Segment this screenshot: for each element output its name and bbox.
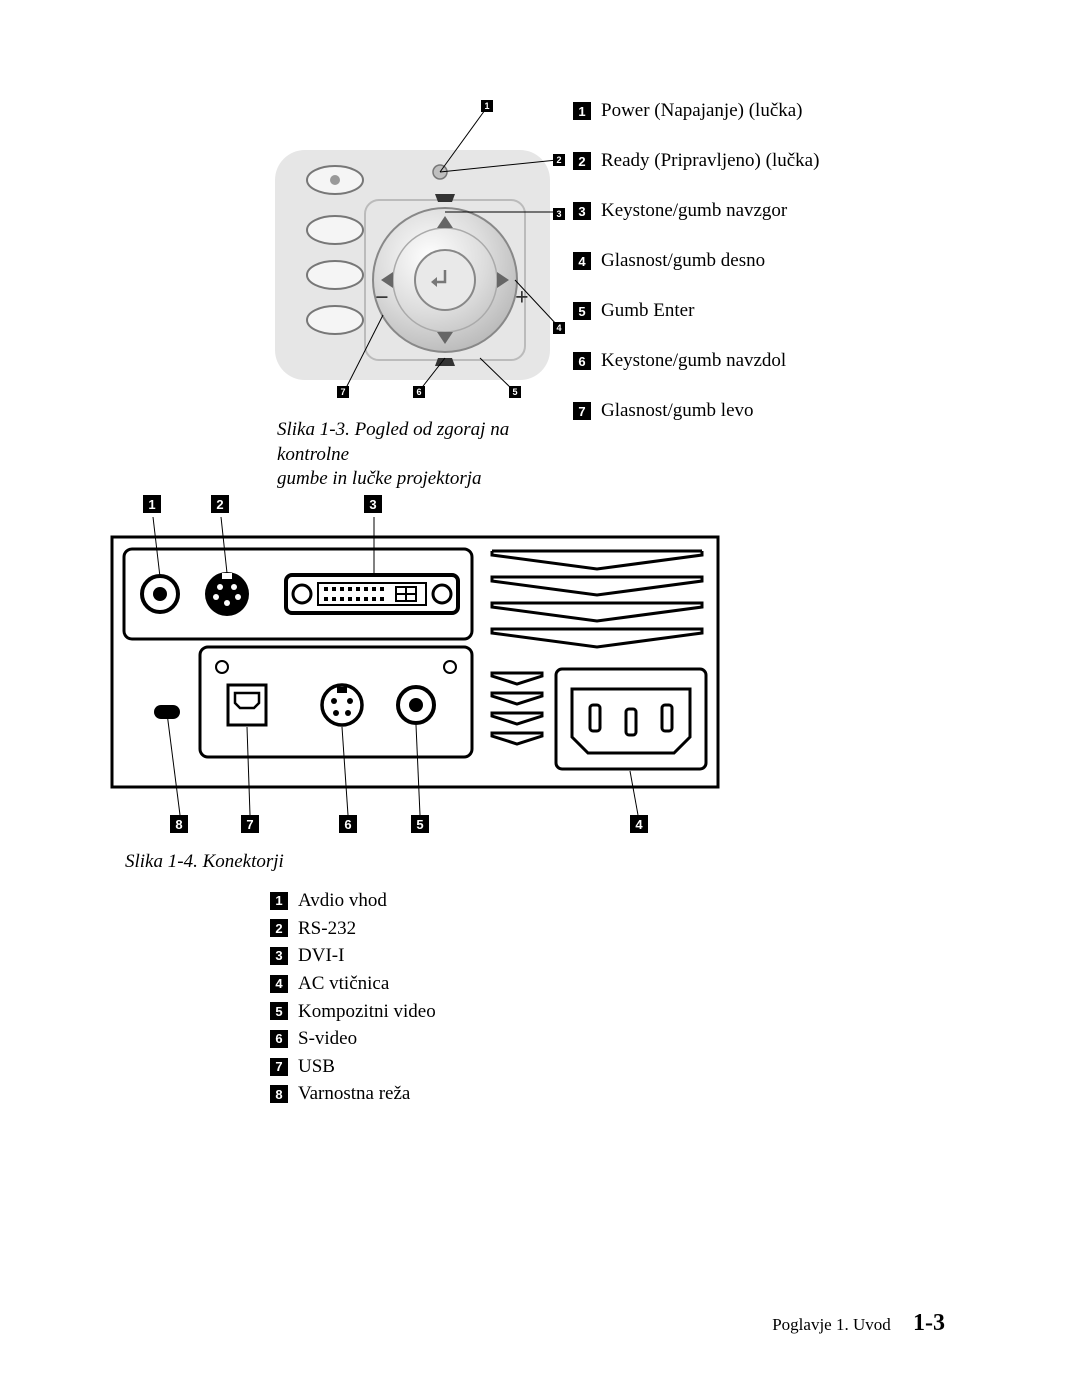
fig1-caption-line1: Slika 1-3. Pogled od zgoraj na kontrolne (277, 419, 509, 465)
fig1-callout-7: 7 (337, 386, 349, 398)
page-footer: Poglavje 1. Uvod 1-3 (772, 1310, 945, 1337)
legend-num: 5 (573, 302, 591, 320)
figure-2-diagram (110, 517, 720, 817)
fig2-callout-top-1: 1 (143, 495, 161, 513)
minus-label: − (375, 285, 389, 311)
legend-item: 4 AC vtičnica (270, 971, 436, 997)
figure-1-legend: 1 Power (Napajanje) (lučka) 2 Ready (Pri… (573, 100, 913, 450)
fig1-caption-line2: gumbe in lučke projektorja (277, 468, 482, 489)
fig1-callout-4: 4 (553, 322, 565, 334)
legend-label: Keystone/gumb navzdol (601, 350, 786, 372)
legend-item: 6 S-video (270, 1026, 436, 1052)
legend-label: Glasnost/gumb levo (601, 400, 754, 422)
legend-item: 2 Ready (Pripravljeno) (lučka) (573, 150, 913, 172)
legend-label: S-video (298, 1026, 357, 1052)
legend-item: 4 Glasnost/gumb desno (573, 250, 913, 272)
fig1-callout-6: 6 (413, 386, 425, 398)
legend-label: Keystone/gumb navzgor (601, 200, 787, 222)
legend-label: RS-232 (298, 916, 356, 942)
footer-page-number: 1-3 (913, 1310, 945, 1336)
legend-num: 2 (573, 152, 591, 170)
figure-2-legend: 1Avdio vhod 2RS-232 3DVI-I 4AC vtičnica … (270, 888, 436, 1109)
legend-num: 1 (270, 892, 288, 910)
legend-num: 8 (270, 1085, 288, 1103)
legend-label: DVI-I (298, 943, 344, 969)
figure-1-container: − + 1 2 3 4 5 6 7 (265, 100, 560, 400)
fig1-callout-1: 1 (481, 100, 493, 112)
legend-num: 4 (573, 252, 591, 270)
fig2-caption-text: Slika 1-4. Konektorji (125, 851, 284, 872)
legend-num: 3 (270, 947, 288, 965)
legend-label: Ready (Pripravljeno) (lučka) (601, 150, 819, 172)
legend-item: 5 Gumb Enter (573, 300, 913, 322)
legend-num: 4 (270, 975, 288, 993)
legend-num: 2 (270, 919, 288, 937)
legend-label: Varnostna reža (298, 1081, 410, 1107)
fig2-callout-top-2: 2 (211, 495, 229, 513)
legend-num: 1 (573, 102, 591, 120)
fig2-callout-5: 5 (411, 815, 429, 833)
legend-label: Kompozitni video (298, 999, 436, 1025)
legend-item: 6 Keystone/gumb navzdol (573, 350, 913, 372)
fig1-callout-5: 5 (509, 386, 521, 398)
fig2-callout-6: 6 (339, 815, 357, 833)
fig1-callout-3: 3 (553, 208, 565, 220)
legend-label: AC vtičnica (298, 971, 389, 997)
legend-num: 5 (270, 1002, 288, 1020)
legend-num: 6 (270, 1030, 288, 1048)
fig1-callout-2: 2 (553, 154, 565, 166)
legend-label: USB (298, 1054, 335, 1080)
legend-item: 3 Keystone/gumb navzgor (573, 200, 913, 222)
figure-2-container: 1 2 3 (110, 495, 720, 817)
legend-item: 1 Avdio vhod (270, 888, 436, 914)
legend-num: 6 (573, 352, 591, 370)
legend-num: 7 (573, 402, 591, 420)
fig2-callout-7: 7 (241, 815, 259, 833)
legend-label: Glasnost/gumb desno (601, 250, 765, 272)
legend-item: 3 DVI-I (270, 943, 436, 969)
legend-item: 5 Kompozitni video (270, 999, 436, 1025)
figure-1-caption: Slika 1-3. Pogled od zgoraj na kontrolne… (277, 418, 577, 492)
figure-2-caption: Slika 1-4. Konektorji (125, 850, 284, 875)
legend-label: Power (Napajanje) (lučka) (601, 100, 803, 122)
fig2-callout-top-3: 3 (364, 495, 382, 513)
legend-num: 3 (573, 202, 591, 220)
legend-item: 2 RS-232 (270, 916, 436, 942)
fig2-callout-4: 4 (630, 815, 648, 833)
legend-label: Gumb Enter (601, 300, 694, 322)
legend-label: Avdio vhod (298, 888, 387, 914)
figure-1-diagram: − + (265, 100, 560, 400)
legend-num: 7 (270, 1058, 288, 1076)
legend-item: 7 Glasnost/gumb levo (573, 400, 913, 422)
fig2-callout-8: 8 (170, 815, 188, 833)
footer-chapter: Poglavje 1. Uvod (772, 1315, 891, 1334)
legend-item: 8 Varnostna reža (270, 1081, 436, 1107)
legend-item: 7 USB (270, 1054, 436, 1080)
plus-label: + (515, 285, 529, 311)
legend-item: 1 Power (Napajanje) (lučka) (573, 100, 913, 122)
